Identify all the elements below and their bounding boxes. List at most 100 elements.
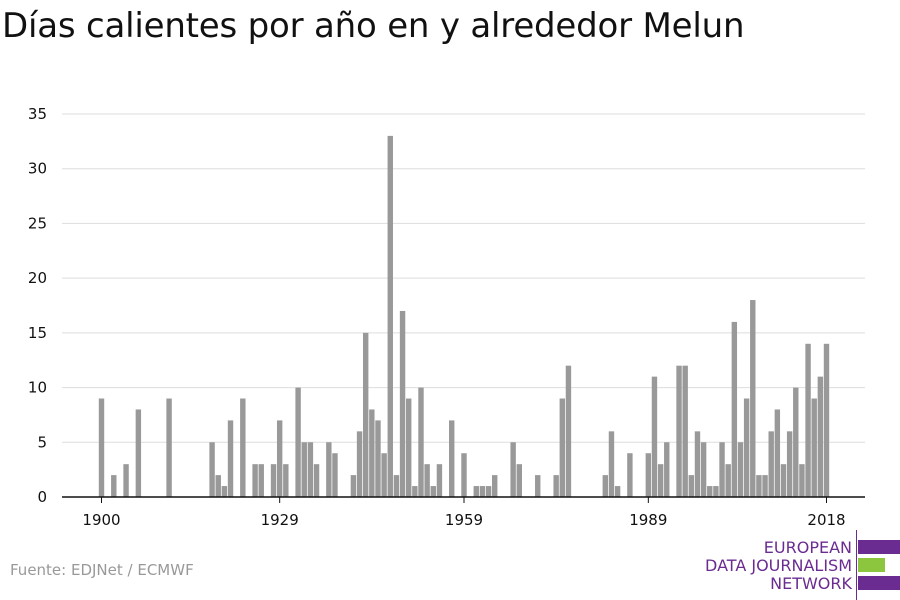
bar (215, 475, 221, 497)
bar (399, 310, 406, 497)
y-tick-label: 30 (28, 160, 47, 178)
bar (424, 464, 430, 497)
bar (694, 431, 701, 497)
bar (356, 431, 363, 497)
bar (240, 398, 246, 497)
bar (786, 431, 793, 497)
bar (737, 442, 744, 497)
bar (793, 387, 799, 497)
bar (768, 431, 774, 497)
bar (283, 464, 289, 497)
bar (381, 453, 387, 497)
bar-chart: 0 5 10 15 20 25 30 35 1900 1929 1959 1989 2018 (28, 105, 865, 529)
bar (221, 486, 228, 497)
bar (492, 475, 498, 497)
bar (123, 464, 129, 497)
x-tick-label: 2018 (807, 511, 845, 529)
x-tick-label: 1989 (629, 511, 667, 529)
bar (657, 464, 664, 497)
bar (209, 442, 215, 497)
bar (166, 398, 172, 497)
bar (135, 409, 142, 497)
bar (516, 464, 522, 497)
x-tick-label: 1900 (82, 511, 120, 529)
bar (614, 486, 621, 497)
x-tick-label: 1959 (445, 511, 483, 529)
bar (719, 442, 725, 497)
bar (479, 486, 486, 497)
bar (627, 453, 633, 497)
edjnet-logo: EUROPEAN DATA JOURNALISM NETWORK (700, 528, 900, 600)
y-tick-label: 25 (28, 214, 47, 232)
bar (645, 453, 652, 497)
bar (817, 376, 824, 497)
logo-bar-purple-top (858, 540, 900, 554)
bar (449, 420, 455, 497)
bar (485, 486, 492, 497)
bar (608, 431, 615, 497)
logo-line-3: NETWORK (770, 574, 852, 593)
bar (774, 409, 781, 497)
bar (393, 475, 400, 497)
x-tick-label: 1929 (261, 511, 299, 529)
logo-line-1: EUROPEAN (763, 538, 852, 557)
bar (111, 475, 117, 497)
bar (651, 376, 658, 497)
bar (98, 398, 105, 497)
bar (375, 420, 381, 497)
bar (664, 442, 670, 497)
bar (565, 365, 572, 497)
bar (326, 442, 332, 497)
bar (762, 475, 768, 497)
bar (731, 321, 738, 497)
bar (473, 486, 479, 497)
bar (430, 486, 436, 497)
bar (799, 464, 805, 497)
bar (369, 409, 375, 497)
bar (707, 486, 713, 497)
bar (602, 475, 609, 497)
bar (700, 442, 707, 497)
y-tick-label: 5 (37, 433, 47, 451)
bar (227, 420, 234, 497)
axes: 0 5 10 15 20 25 30 35 1900 1929 1959 1989 2018 (28, 105, 865, 529)
bar (307, 442, 314, 497)
bar (805, 343, 811, 497)
logo-bar-green (858, 558, 885, 572)
bar (510, 442, 516, 497)
source-note: Fuente: EDJNet / ECMWF (10, 561, 194, 579)
bar (406, 398, 412, 497)
logo-line-2: DATA JOURNALISM (705, 556, 852, 575)
bar (780, 464, 787, 497)
bar (387, 135, 393, 497)
bar (412, 486, 418, 497)
bar (461, 453, 467, 497)
bar (276, 420, 283, 497)
chart-title: Días calientes por año en y alrededor Me… (2, 6, 745, 46)
bar (436, 464, 443, 497)
bar (553, 475, 559, 497)
bar (823, 343, 830, 497)
bar (313, 464, 320, 497)
bar (258, 464, 264, 497)
y-tick-label: 0 (37, 488, 47, 506)
y-tick-label: 15 (28, 324, 47, 342)
bar (350, 475, 357, 497)
bar (295, 387, 301, 497)
bar (725, 464, 731, 497)
bar (362, 332, 369, 497)
bar (301, 442, 307, 497)
bar (270, 464, 277, 497)
bar (688, 475, 695, 497)
bar (252, 464, 258, 497)
logo-divider (856, 530, 857, 600)
bar (535, 475, 541, 497)
bar (713, 486, 719, 497)
bar (332, 453, 338, 497)
gridlines (62, 113, 865, 443)
logo-bar-purple-bottom (858, 576, 900, 590)
bar (743, 398, 750, 497)
y-tick-label: 10 (28, 379, 47, 397)
bar (418, 387, 424, 497)
y-tick-label: 35 (28, 105, 47, 123)
